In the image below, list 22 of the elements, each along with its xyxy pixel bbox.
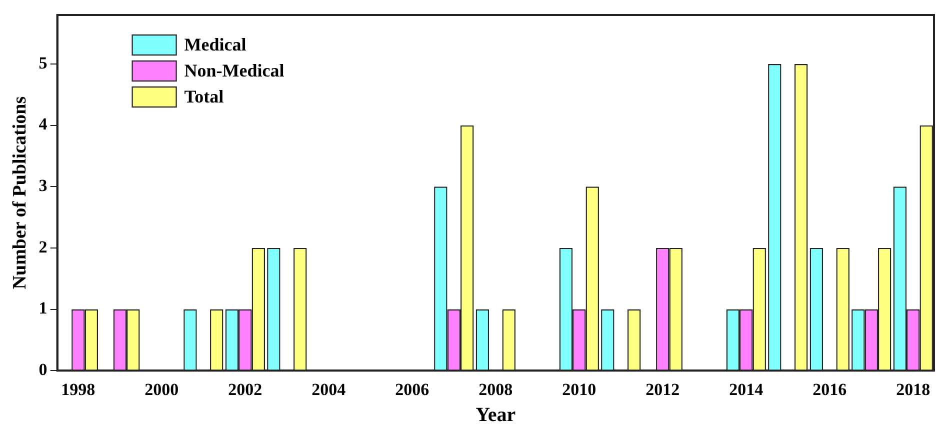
x-tick-label: 2006 [395,380,430,400]
x-tick-label: 2016 [812,380,847,400]
legend-label: Medical [184,34,246,55]
y-tick-label: 5 [38,53,48,72]
x-tick-label: 2002 [228,380,262,400]
y-tick-label: 2 [38,237,48,256]
y-axis-title: Number of Publications [9,96,30,290]
x-tick-label: 2014 [729,380,764,400]
x-tick-label: 2004 [312,380,346,400]
y-tick-label: 0 [38,360,48,379]
x-tick-label: 2018 [896,380,930,400]
y-tick-label: 3 [38,176,48,196]
legend-label: Non-Medical [184,60,284,81]
x-tick-label: 2000 [144,380,179,400]
y-tick-label: 4 [38,114,48,134]
x-axis-title: Year [476,404,516,426]
x-tick-label: 2008 [478,380,513,400]
x-tick-label: 2012 [646,380,680,400]
legend-label: Total [184,86,224,107]
y-tick-label: 1 [38,298,48,318]
x-tick-label: 2010 [562,380,596,400]
x-tick-label: 1998 [61,380,96,400]
